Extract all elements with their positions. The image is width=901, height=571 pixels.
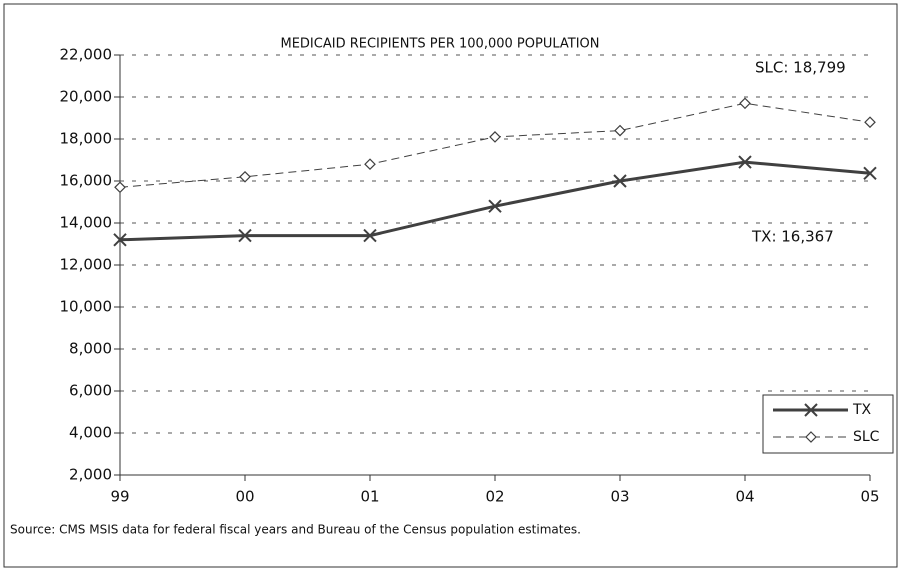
y-tick-label: 12,000 [60,256,113,274]
y-tick-label: 20,000 [60,88,113,106]
marker [613,174,627,188]
marker [805,431,817,443]
x-tick-label: 02 [485,488,504,506]
x-tick-label: 04 [735,488,754,506]
y-tick-label: 4,000 [69,424,112,442]
marker [113,233,127,247]
x-tick-label: 00 [235,488,254,506]
y-tick-label: 22,000 [60,46,113,64]
y-tick-label: 18,000 [60,130,113,148]
y-tick-label: 16,000 [60,172,113,190]
marker [488,199,502,213]
marker [864,116,876,129]
y-tick-label: 2,000 [69,466,112,484]
marker [614,124,626,137]
marker [114,181,126,194]
x-tick-label: 99 [110,488,129,506]
marker [739,97,751,110]
legend-label: SLC [853,429,880,445]
x-tick-label: 01 [360,488,379,506]
annotation: SLC: 18,799 [755,59,846,77]
legend-label: TX [852,402,872,418]
marker [238,228,252,243]
marker [239,170,251,183]
marker [738,155,752,169]
marker [489,131,501,143]
source: Source: CMS MSIS data for federal fiscal… [10,523,581,537]
legend-box [762,394,894,454]
y-tick-label: 8,000 [69,340,112,358]
marker [364,158,376,171]
marker [863,166,877,181]
annotation: TX: 16,367 [751,228,834,246]
marker [363,228,377,243]
y-tick-label: 14,000 [60,214,113,232]
x-tick-label: 03 [610,488,629,506]
chart-title: MEDICAID RECIPIENTS PER 100,000 POPULATI… [280,37,599,52]
x-tick-label: 05 [860,488,879,506]
marker [804,403,818,417]
y-tick-label: 6,000 [69,382,112,400]
frame [3,3,898,568]
y-tick-label: 10,000 [60,298,113,316]
